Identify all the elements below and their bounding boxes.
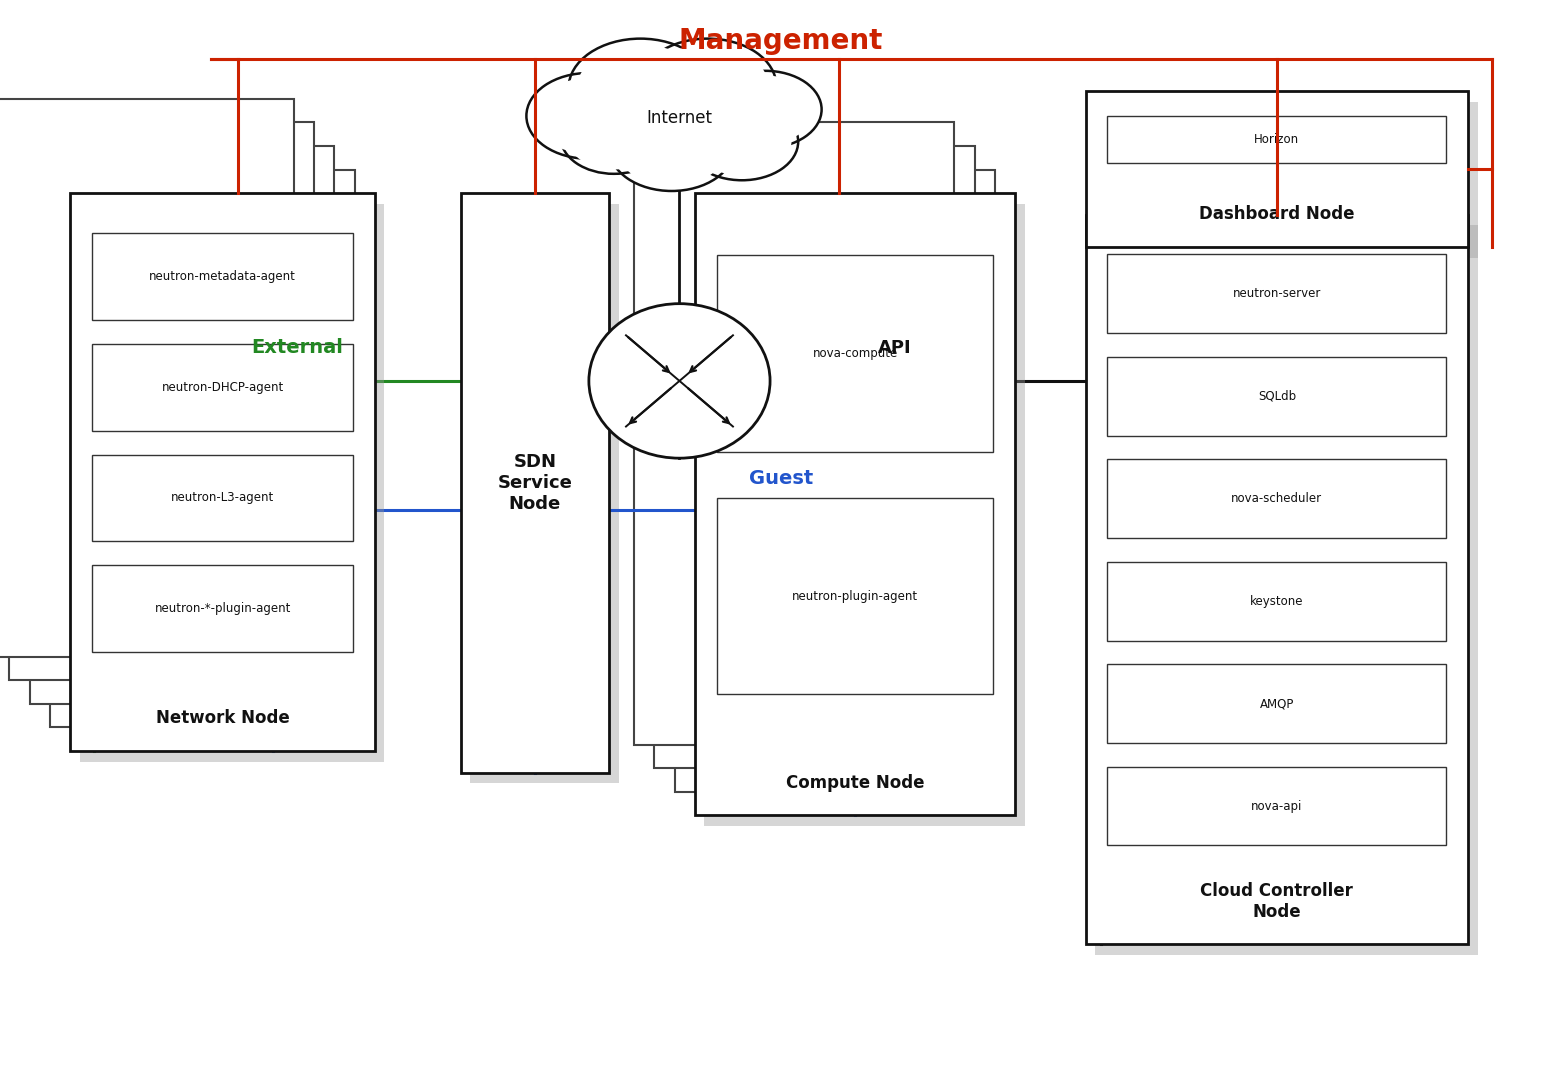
Circle shape	[561, 101, 667, 174]
Text: Guest: Guest	[748, 469, 814, 488]
Bar	[50, 170, 355, 727]
Text: Internet: Internet	[647, 109, 712, 127]
Bar	[634, 122, 954, 745]
Text: neutron-server: neutron-server	[1232, 288, 1321, 300]
Bar	[654, 146, 975, 768]
Text: nova-api: nova-api	[1251, 799, 1303, 812]
Bar	[1107, 459, 1446, 538]
Circle shape	[609, 105, 734, 191]
Bar	[92, 565, 353, 651]
Text: External: External	[251, 338, 342, 357]
Circle shape	[569, 39, 712, 137]
Text: Horizon: Horizon	[1254, 133, 1300, 146]
Bar	[1086, 91, 1468, 247]
Bar	[470, 204, 619, 783]
Circle shape	[578, 45, 703, 131]
Bar	[717, 498, 993, 694]
Text: nova-compute: nova-compute	[812, 347, 898, 361]
Text: keystone: keystone	[1250, 594, 1304, 607]
Bar	[717, 255, 993, 452]
Circle shape	[647, 44, 769, 128]
Bar	[1107, 254, 1446, 333]
Text: SQLdb: SQLdb	[1257, 389, 1296, 402]
Circle shape	[526, 73, 651, 159]
Bar	[1107, 357, 1446, 436]
Bar	[80, 204, 384, 762]
Circle shape	[709, 71, 822, 148]
Bar	[92, 234, 353, 320]
Circle shape	[715, 75, 815, 144]
Bar	[695, 193, 1015, 815]
Bar	[70, 193, 375, 751]
Text: API: API	[878, 339, 912, 357]
Circle shape	[534, 78, 644, 153]
Bar	[1107, 562, 1446, 641]
Bar	[1107, 767, 1446, 846]
Text: Dashboard Node: Dashboard Node	[1200, 205, 1354, 223]
Text: Compute Node: Compute Node	[786, 774, 925, 792]
Bar	[1086, 215, 1468, 944]
Circle shape	[639, 39, 776, 133]
Text: Management: Management	[679, 27, 883, 55]
Text: neutron-DHCP-agent: neutron-DHCP-agent	[161, 381, 284, 394]
Bar	[30, 146, 334, 704]
Circle shape	[617, 111, 726, 186]
Bar	[675, 170, 995, 792]
Circle shape	[686, 103, 798, 180]
Bar	[461, 193, 609, 773]
Circle shape	[692, 107, 792, 176]
Text: Network Node: Network Node	[156, 709, 289, 727]
Circle shape	[567, 105, 661, 170]
Text: neutron-L3-agent: neutron-L3-agent	[170, 491, 275, 504]
Ellipse shape	[589, 304, 770, 458]
Text: neutron-plugin-agent: neutron-plugin-agent	[792, 589, 918, 603]
Bar	[1107, 664, 1446, 743]
Bar	[9, 122, 314, 680]
Text: neutron-*-plugin-agent: neutron-*-plugin-agent	[155, 602, 291, 615]
Bar	[1107, 116, 1446, 163]
Text: SDN
Service
Node: SDN Service Node	[498, 453, 572, 513]
Bar	[704, 204, 1025, 826]
Text: neutron-metadata-agent: neutron-metadata-agent	[148, 270, 297, 283]
Text: Cloud Controller
Node: Cloud Controller Node	[1201, 882, 1353, 921]
Bar	[1095, 225, 1478, 955]
Bar	[92, 455, 353, 541]
Bar	[1095, 102, 1478, 258]
Bar	[92, 344, 353, 430]
Bar	[0, 99, 294, 657]
Text: AMQP: AMQP	[1259, 697, 1295, 710]
Text: nova-scheduler: nova-scheduler	[1231, 493, 1323, 505]
